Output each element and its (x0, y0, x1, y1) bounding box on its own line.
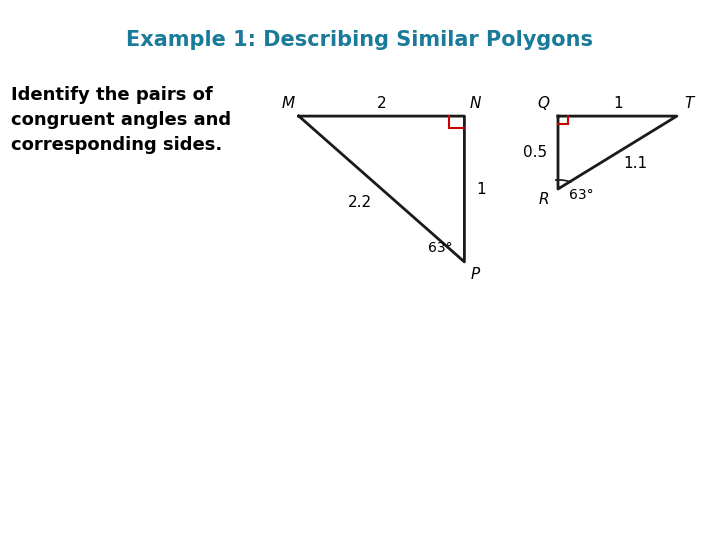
Text: Q: Q (538, 96, 549, 111)
Text: M: M (282, 96, 294, 111)
Text: 1: 1 (476, 181, 486, 197)
Text: N: N (469, 96, 481, 111)
Text: Identify the pairs of
congruent angles and
corresponding sides.: Identify the pairs of congruent angles a… (11, 86, 231, 154)
Text: T: T (684, 96, 694, 111)
Text: P: P (471, 267, 480, 282)
Text: 1: 1 (613, 96, 623, 111)
Text: 0.5: 0.5 (523, 145, 547, 160)
Text: 63°: 63° (428, 241, 453, 255)
Text: 63°: 63° (570, 188, 594, 202)
Text: 2: 2 (377, 96, 387, 111)
Text: 2.2: 2.2 (348, 195, 372, 210)
Text: Example 1: Describing Similar Polygons: Example 1: Describing Similar Polygons (127, 30, 593, 50)
Text: R: R (539, 192, 549, 207)
Text: 1.1: 1.1 (623, 156, 647, 171)
